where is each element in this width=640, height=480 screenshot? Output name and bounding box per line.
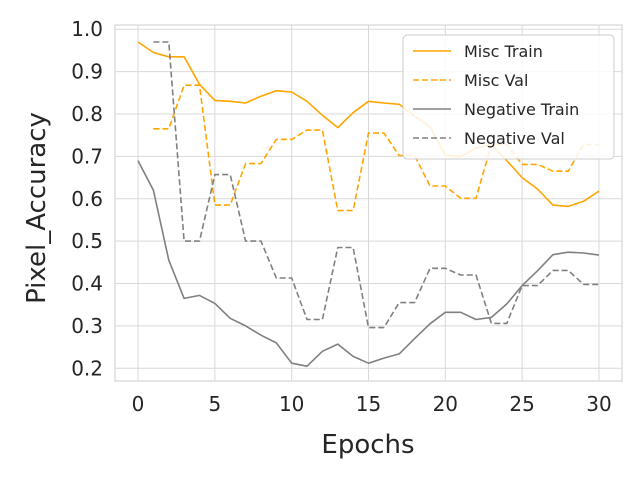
grid <box>115 25 622 381</box>
y-axis-label: Pixel_Accuracy <box>22 112 52 304</box>
x-tick-label: 10 <box>279 392 304 416</box>
legend-label: Negative Val <box>464 129 565 148</box>
x-tick-label: 5 <box>208 392 221 416</box>
y-tick-label: 0.8 <box>71 102 103 126</box>
legend-box <box>402 34 615 160</box>
legend: Misc Train Misc Val Negative Train Negative… <box>402 34 615 160</box>
legend-label: Misc Val <box>464 71 528 90</box>
series-line-0 <box>137 41 600 208</box>
legend-label: Negative Train <box>464 100 579 119</box>
series-line-3 <box>153 41 599 329</box>
series-line-2 <box>137 160 600 368</box>
y-tick-label: 0.4 <box>71 272 103 296</box>
x-axis-label: Epochs <box>321 430 414 460</box>
x-tick-label: 15 <box>356 392 381 416</box>
y-tick-label: 0.5 <box>71 229 103 253</box>
y-tick-label: 1.0 <box>71 17 103 41</box>
x-tick-label: 0 <box>132 392 145 416</box>
x-tick-labels: 0 5 10 15 20 25 30 <box>132 392 612 416</box>
x-tick-label: 25 <box>509 392 534 416</box>
y-tick-label: 0.3 <box>71 314 103 338</box>
x-tick-label: 30 <box>586 392 611 416</box>
y-tick-label: 0.6 <box>71 187 103 211</box>
series-line-1 <box>153 84 599 212</box>
series-lines <box>137 41 600 368</box>
y-tick-label: 0.2 <box>71 356 103 380</box>
y-tick-label: 0.9 <box>71 60 103 84</box>
y-tick-labels: 0.2 0.3 0.4 0.5 0.6 0.7 0.8 0.9 1.0 <box>71 17 103 380</box>
legend-label: Misc Train <box>464 42 543 61</box>
y-tick-label: 0.7 <box>71 144 103 168</box>
x-tick-label: 20 <box>433 392 458 416</box>
